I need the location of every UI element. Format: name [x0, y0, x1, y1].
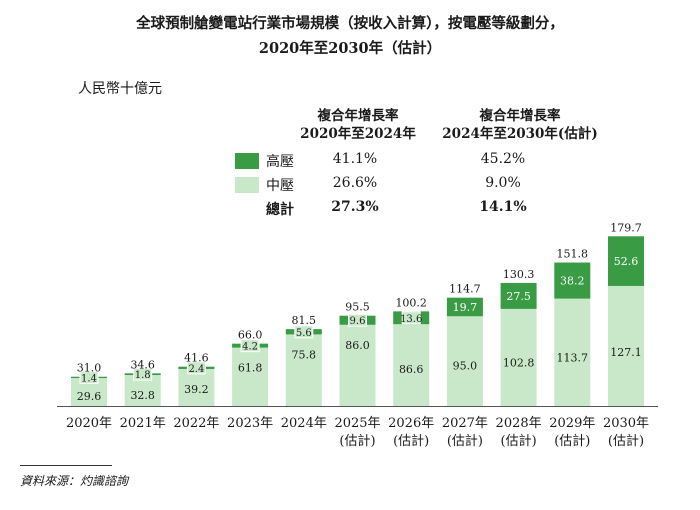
bar-high-voltage-7 [446, 297, 483, 317]
x-tick-estimate-9: (估計) [554, 433, 590, 449]
x-tick-estimate-6: (估計) [393, 433, 429, 449]
x-tick-7: 2027年 [442, 416, 488, 431]
legend-label-total: 總計 [266, 202, 294, 218]
label-high-voltage-6: 13.6 [400, 314, 422, 325]
legend-swatch-medium-voltage [235, 177, 259, 193]
label-high-voltage-8: 27.5 [506, 290, 531, 303]
label-medium-voltage-8: 102.8 [503, 356, 535, 369]
cagr-header-2024-2030-line1: 複合年增長率 [479, 108, 561, 124]
x-tick-estimate-7: (估計) [447, 433, 483, 449]
bar-medium-voltage-5 [339, 324, 376, 406]
chart-title-line1: 全球預制艙變電站行業市場規模（按收入計算），按電壓等級劃分， [136, 15, 564, 32]
bar-medium-voltage-2 [178, 368, 215, 406]
label-total-6: 100.2 [395, 296, 427, 309]
label-high-voltage-1: 1.8 [135, 370, 151, 381]
bar-medium-voltage-8 [500, 308, 537, 406]
label-high-voltage-2: 2.4 [188, 364, 204, 375]
x-tick-0: 2020年 [66, 416, 112, 431]
cagr-header-2020-2024: 複合年增長率 2020年至2024年 [283, 107, 433, 143]
label-total-1: 34.6 [130, 358, 155, 371]
label-high-voltage-4: 5.6 [296, 328, 312, 339]
bar-medium-voltage-4 [285, 334, 322, 406]
label-box-high-voltage-1 [133, 367, 153, 381]
chart-title-line2: 2020年至2030年（估計） [258, 40, 442, 57]
bar-medium-voltage-6 [393, 324, 430, 406]
bar-high-voltage-8 [500, 282, 537, 309]
source-divider [20, 465, 112, 466]
legend-swatch-high-voltage [235, 153, 259, 169]
x-tick-6: 2026年 [388, 416, 434, 431]
label-box-high-voltage-3 [240, 339, 260, 353]
legend-label-medium-voltage: 中壓 [266, 178, 294, 194]
cagr-header-2024-2030: 複合年增長率 2024年至2030年(估計) [420, 107, 620, 143]
label-medium-voltage-5: 86.0 [345, 339, 370, 352]
bar-medium-voltage-3 [232, 347, 269, 406]
source-note: 資料來源：灼識諮詢 [20, 474, 129, 488]
cagr-high-voltage-2020-2024: 41.1% [332, 151, 378, 167]
cagr-total-2020-2024: 27.3% [331, 199, 379, 215]
label-medium-voltage-4: 75.8 [292, 348, 317, 361]
label-medium-voltage-2: 39.2 [184, 383, 209, 396]
label-total-2: 41.6 [184, 352, 209, 365]
unit-label: 人民幣十億元 [78, 81, 162, 97]
label-total-0: 31.0 [77, 362, 102, 375]
bar-medium-voltage-7 [446, 316, 483, 406]
label-high-voltage-10: 52.6 [614, 255, 639, 268]
label-box-high-voltage-0 [79, 370, 99, 384]
x-tick-estimate-5: (估計) [339, 433, 375, 449]
x-tick-1: 2021年 [120, 416, 166, 431]
label-medium-voltage-1: 32.8 [130, 389, 155, 402]
x-tick-estimate-8: (估計) [501, 433, 537, 449]
cagr-medium-voltage-2020-2024: 26.6% [332, 175, 378, 191]
cagr-header-2020-2024-line2: 2020年至2024年 [300, 126, 416, 142]
legend-label-high-voltage: 高壓 [266, 154, 294, 170]
label-medium-voltage-3: 61.8 [238, 362, 263, 375]
cagr-medium-voltage-2024-2030: 9.0% [485, 175, 521, 191]
x-tick-8: 2028年 [496, 416, 542, 431]
x-tick-3: 2023年 [227, 416, 273, 431]
label-total-3: 66.0 [238, 329, 263, 342]
bar-medium-voltage-10 [608, 285, 644, 406]
label-box-high-voltage-2 [186, 361, 206, 375]
x-tick-4: 2024年 [281, 416, 327, 431]
x-tick-5: 2025年 [334, 416, 380, 431]
label-medium-voltage-10: 127.1 [610, 346, 642, 359]
label-high-voltage-9: 38.2 [560, 275, 585, 288]
label-box-high-voltage-4 [294, 325, 314, 339]
bar-high-voltage-10 [608, 236, 644, 286]
label-high-voltage-0: 1.4 [81, 373, 97, 384]
cagr-high-voltage-2024-2030: 45.2% [480, 151, 526, 167]
x-tick-9: 2029年 [549, 416, 595, 431]
label-high-voltage-5: 9.6 [350, 316, 366, 327]
label-high-voltage-7: 19.7 [453, 301, 478, 314]
x-tick-10: 2030年 [603, 416, 649, 431]
cagr-header-2024-2030-line2: 2024年至2030年(估計) [442, 126, 598, 142]
x-tick-2: 2022年 [173, 416, 219, 431]
label-total-7: 114.7 [449, 283, 481, 296]
label-total-5: 95.5 [345, 301, 370, 314]
label-box-high-voltage-6 [401, 311, 421, 325]
cagr-total-2024-2030: 14.1% [479, 199, 527, 215]
label-medium-voltage-0: 29.6 [77, 390, 102, 403]
label-total-9: 151.8 [557, 248, 589, 261]
label-total-8: 130.3 [503, 268, 535, 281]
label-medium-voltage-6: 86.6 [399, 363, 424, 376]
label-total-4: 81.5 [292, 314, 317, 327]
label-high-voltage-3: 4.2 [242, 342, 258, 353]
label-medium-voltage-7: 95.0 [453, 360, 478, 373]
label-box-high-voltage-5 [348, 313, 367, 327]
label-medium-voltage-9: 113.7 [557, 352, 589, 365]
cagr-header-2020-2024-line1: 複合年增長率 [317, 108, 399, 124]
label-total-10: 179.7 [610, 221, 642, 234]
bar-high-voltage-9 [554, 262, 591, 299]
bar-medium-voltage-9 [554, 298, 591, 406]
x-tick-estimate-10: (估計) [608, 433, 644, 449]
